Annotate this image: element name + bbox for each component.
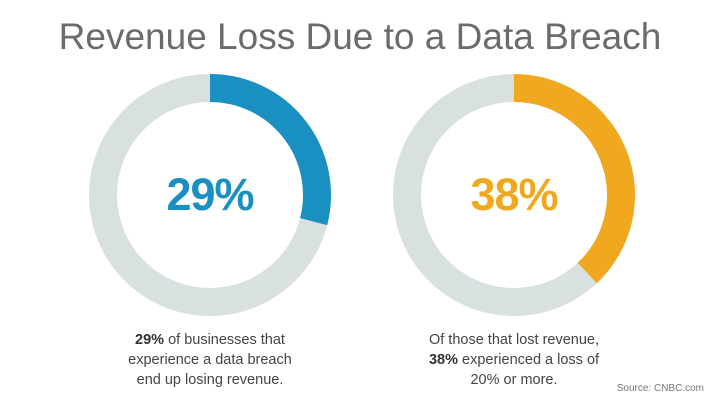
chart-title: Revenue Loss Due to a Data Breach: [58, 16, 662, 57]
caption-left-line3: end up losing revenue.: [136, 372, 284, 388]
donut-svg-right: [393, 74, 635, 316]
caption-right: Of those that lost revenue, 38% experien…: [394, 330, 634, 390]
donut-percent-label-left: 29%: [166, 169, 254, 220]
caption-left-bold: 29%: [135, 332, 165, 348]
caption-right-text2: experienced a loss of: [457, 352, 600, 368]
caption-left-line2: experience a data breach: [128, 352, 292, 368]
donut-chart-left: 29%: [89, 74, 331, 316]
caption-right-line1: Of those that lost revenue,: [428, 332, 600, 348]
caption-left: 29% of businesses that experience a data…: [90, 330, 330, 390]
caption-right-line2: 38% experienced a loss of: [394, 350, 634, 370]
caption-right-line3: 20% or more.: [470, 372, 558, 388]
donut-value-arc-right: [513, 74, 635, 284]
donut-svg-left: [89, 74, 331, 316]
caption-left-text1: of businesses that: [164, 332, 285, 348]
donut-chart-right: 38%: [393, 74, 635, 316]
caption-right-bold: 38%: [428, 352, 458, 368]
caption-left-line1: 29% of businesses that: [90, 330, 330, 350]
source-note: Source: CNBC.com: [616, 383, 704, 394]
donut-value-arc-left: [209, 74, 331, 226]
donut-percent-label-right: 38%: [470, 169, 558, 220]
